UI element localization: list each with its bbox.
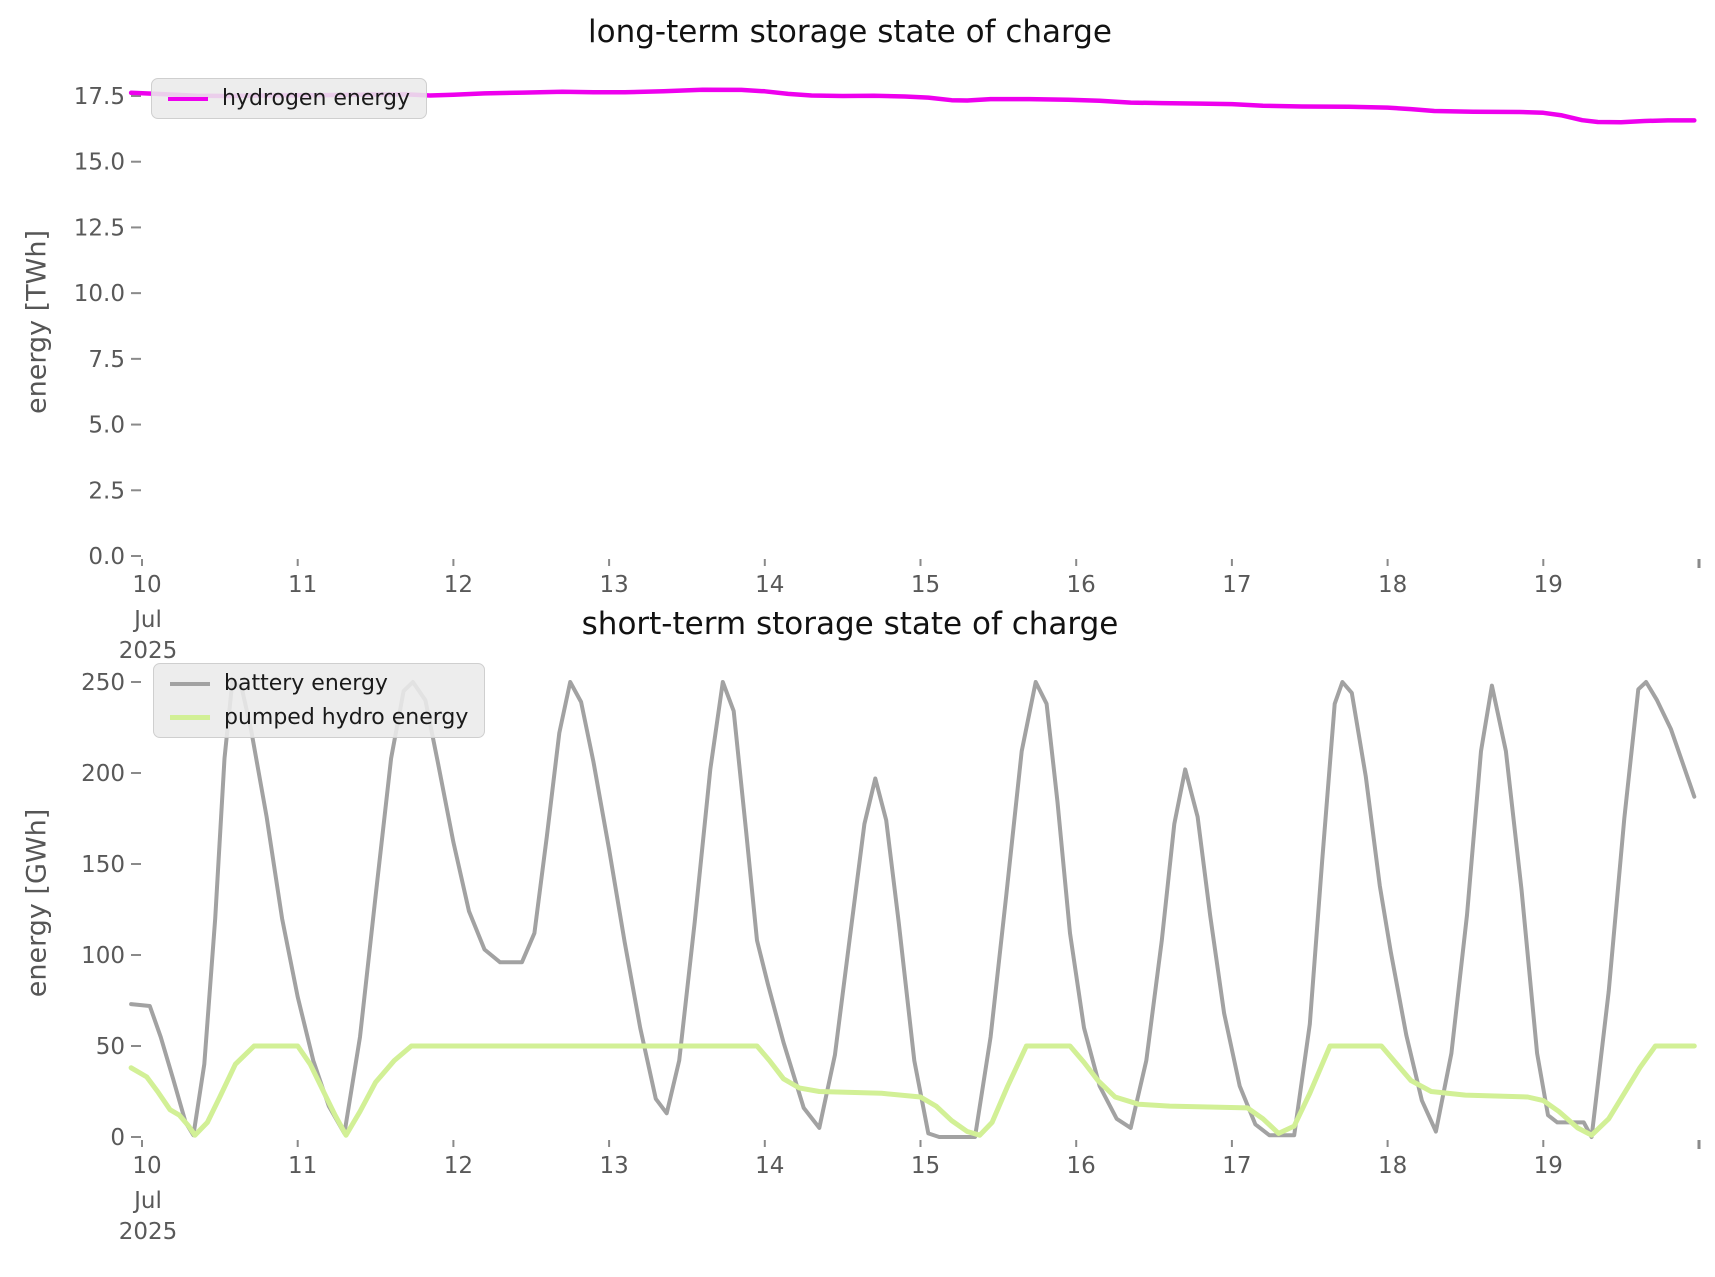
x-tick-label: 14: [755, 1153, 784, 1179]
legend-label-battery-energy: battery energy: [224, 671, 388, 696]
hydrogen-line-swatch-icon: [168, 96, 208, 101]
x-tick-label: 11: [288, 1153, 317, 1179]
y-tick-label: 50: [96, 1034, 125, 1060]
x-month-label: Jul: [132, 607, 162, 633]
x-tick-label: 16: [1067, 572, 1096, 598]
series-line-pumped-hydro-energy: [128, 1043, 1697, 1138]
y-tick-label: 15.0: [74, 150, 125, 176]
x-tick-label: 12: [444, 1153, 473, 1179]
x-tick-label: 13: [599, 572, 628, 598]
y-tick-label: 0.0: [88, 544, 125, 570]
short-term-y-axis-label: energy [GWh]: [21, 808, 53, 998]
x-tick-label: 11: [288, 572, 317, 598]
x-tick-label: 18: [1378, 1153, 1407, 1179]
long-term-chart-title: long-term storage state of charge: [588, 14, 1112, 50]
x-tick-label: 17: [1222, 572, 1251, 598]
legend-item-hydrogen-energy: hydrogen energy: [168, 86, 410, 111]
series-line-battery-energy: [129, 680, 1697, 1139]
x-tick-label: 18: [1378, 572, 1407, 598]
y-tick-label: 150: [81, 852, 125, 878]
x-year-label: 2025: [119, 638, 178, 664]
x-year-label: 2025: [119, 1219, 178, 1245]
short-term-legend: battery energy pumped hydro energy: [153, 663, 486, 738]
x-tick-label: 19: [1534, 572, 1563, 598]
x-tick-label: 17: [1222, 1153, 1251, 1179]
y-tick-label: 12.5: [74, 215, 125, 241]
y-tick-label: 10.0: [74, 281, 125, 307]
y-tick-label: 5.0: [88, 413, 125, 439]
long-term-legend: hydrogen energy: [151, 78, 428, 119]
x-tick-label: 16: [1067, 1153, 1096, 1179]
x-tick-label: 10: [132, 1153, 161, 1179]
x-tick-label: 12: [444, 572, 473, 598]
x-tick-label: 10: [132, 572, 161, 598]
long-term-y-axis-label: energy [TWh]: [21, 229, 53, 415]
short-term-chart: 10 11 12 13 14 15 16 17 18 19 Jul 2025 0 50 100 150 200 2…: [81, 670, 1701, 1245]
y-tick-label: 250: [81, 670, 125, 696]
y-tick-label: 100: [81, 943, 125, 969]
y-tick-label: 17.5: [74, 84, 125, 110]
legend-label-hydrogen-energy: hydrogen energy: [222, 86, 411, 111]
y-tick-label: 200: [81, 761, 125, 787]
x-tick-label: 15: [911, 572, 940, 598]
battery-line-swatch-icon: [170, 681, 210, 686]
x-tick-label: 14: [755, 572, 784, 598]
long-term-chart: 10 11 12 13 14 15 16 17 18 19 Jul 2025 0.0 2.5 5.0 7.5 1…: [74, 84, 1701, 664]
x-month-label: Jul: [132, 1188, 162, 1214]
y-tick-label: 7.5: [88, 347, 125, 373]
x-tick-label: 15: [911, 1153, 940, 1179]
legend-item-pumped-hydro-energy: pumped hydro energy: [170, 705, 468, 730]
y-tick-label: 2.5: [88, 478, 125, 504]
legend-label-pumped-hydro-energy: pumped hydro energy: [224, 705, 469, 730]
pumped-hydro-line-swatch-icon: [170, 715, 210, 720]
short-term-chart-title: short-term storage state of charge: [581, 606, 1119, 642]
x-tick-label: 13: [599, 1153, 628, 1179]
y-tick-label: 0: [110, 1125, 125, 1151]
legend-item-battery-energy: battery energy: [170, 671, 468, 696]
series-line-hydrogen-energy: [128, 87, 1697, 125]
x-tick-label: 19: [1534, 1153, 1563, 1179]
